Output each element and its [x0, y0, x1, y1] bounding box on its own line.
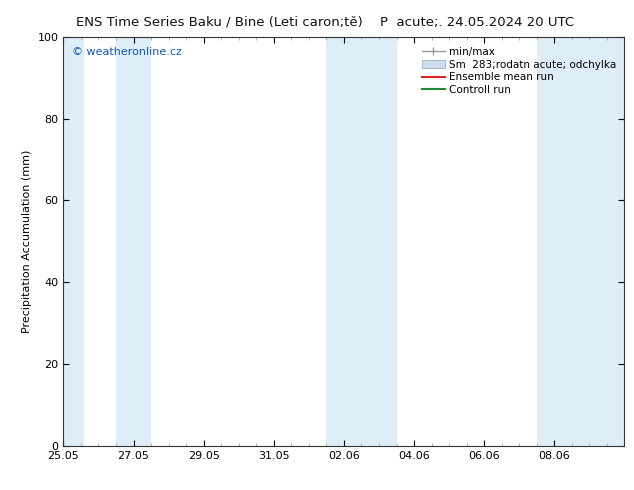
Text: ENS Time Series Baku / Bine (Leti caron;tě): ENS Time Series Baku / Bine (Leti caron;… [76, 16, 363, 29]
Bar [537, 37, 624, 446]
Bar [116, 37, 151, 446]
Bar [327, 37, 396, 446]
Text: P  acute;. 24.05.2024 20 UTC: P acute;. 24.05.2024 20 UTC [380, 16, 574, 29]
Bar [63, 37, 84, 446]
Text: © weatheronline.cz: © weatheronline.cz [72, 47, 182, 57]
Y-axis label: Precipitation Accumulation (mm): Precipitation Accumulation (mm) [22, 149, 32, 333]
Legend: min/max, Sm  283;rodatn acute; odchylka, Ensemble mean run, Controll run: min/max, Sm 283;rodatn acute; odchylka, … [418, 44, 619, 98]
